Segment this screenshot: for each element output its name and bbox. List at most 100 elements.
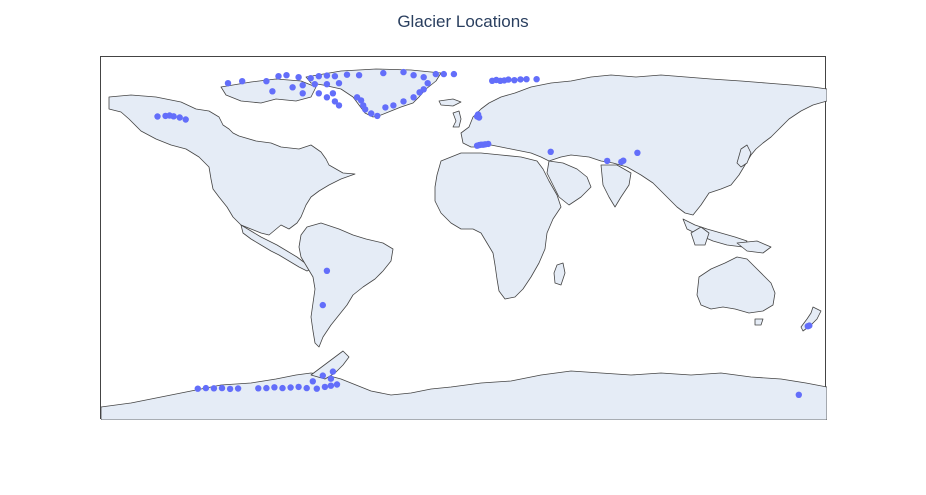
glacier-marker[interactable]	[333, 381, 341, 388]
glacier-marker[interactable]	[309, 378, 316, 385]
glacier-marker[interactable]	[313, 385, 320, 392]
glacier-marker[interactable]	[194, 385, 201, 392]
land-south-america	[298, 222, 394, 348]
glacier-marker[interactable]	[335, 80, 343, 87]
glacier-marker[interactable]	[440, 70, 447, 78]
glacier-markers	[154, 68, 813, 398]
glacier-marker[interactable]	[343, 71, 351, 78]
map-canvas[interactable]	[101, 57, 827, 420]
glacier-marker[interactable]	[362, 106, 369, 113]
glacier-marker[interactable]	[604, 157, 611, 165]
glacier-marker[interactable]	[295, 383, 302, 391]
glacier-marker[interactable]	[255, 385, 262, 392]
land-australia	[696, 256, 776, 314]
glacier-marker[interactable]	[368, 110, 375, 117]
land-borneo	[690, 226, 710, 246]
glacier-marker[interactable]	[533, 76, 540, 83]
glacier-marker[interactable]	[263, 384, 270, 392]
glacier-marker[interactable]	[323, 267, 331, 274]
glacier-marker[interactable]	[299, 90, 306, 97]
glacier-marker[interactable]	[279, 384, 286, 392]
glacier-marker[interactable]	[295, 74, 302, 81]
glacier-marker[interactable]	[400, 98, 407, 105]
glacier-marker[interactable]	[289, 84, 296, 91]
glacier-marker[interactable]	[269, 88, 276, 95]
glacier-marker[interactable]	[319, 301, 326, 309]
glacier-marker[interactable]	[176, 114, 183, 121]
glacier-marker[interactable]	[210, 385, 218, 392]
glacier-marker[interactable]	[410, 94, 417, 101]
glacier-marker[interactable]	[475, 114, 483, 121]
glacier-marker[interactable]	[331, 98, 339, 105]
glacier-marker[interactable]	[806, 322, 813, 329]
glacier-marker[interactable]	[319, 372, 326, 379]
glacier-marker[interactable]	[283, 72, 290, 79]
glacier-marker[interactable]	[154, 113, 161, 120]
world-map[interactable]	[100, 56, 827, 420]
glacier-marker[interactable]	[420, 86, 427, 93]
glacier-marker[interactable]	[170, 113, 177, 120]
glacier-marker[interactable]	[634, 149, 641, 156]
glacier-marker[interactable]	[355, 72, 363, 79]
land-japan	[736, 144, 752, 168]
land-iceland	[438, 98, 462, 107]
glacier-marker[interactable]	[331, 73, 339, 80]
map-title: Glacier Locations	[397, 12, 529, 31]
glacier-marker[interactable]	[234, 385, 242, 392]
glacier-marker[interactable]	[315, 90, 322, 97]
glacier-marker[interactable]	[315, 73, 322, 80]
land-new-guinea	[736, 240, 772, 254]
land-north-america	[108, 94, 356, 236]
glacier-marker[interactable]	[410, 72, 417, 79]
glacier-marker[interactable]	[400, 68, 407, 76]
glacier-marker[interactable]	[275, 73, 282, 80]
glacier-marker[interactable]	[323, 81, 331, 88]
landmasses	[101, 68, 827, 420]
glacier-marker[interactable]	[620, 157, 627, 164]
glacier-marker[interactable]	[307, 75, 314, 82]
glacier-marker[interactable]	[547, 148, 554, 155]
glacier-marker[interactable]	[323, 94, 331, 101]
glacier-marker[interactable]	[182, 116, 189, 123]
land-tasmania	[754, 318, 764, 326]
glacier-marker[interactable]	[226, 385, 234, 393]
glacier-marker[interactable]	[327, 375, 335, 382]
land-antarctica	[101, 370, 827, 420]
glacier-marker[interactable]	[485, 140, 492, 148]
glacier-marker[interactable]	[311, 81, 318, 88]
glacier-marker[interactable]	[517, 76, 524, 83]
glacier-marker[interactable]	[523, 76, 530, 83]
glacier-marker[interactable]	[263, 78, 270, 85]
glacier-marker[interactable]	[323, 72, 331, 79]
glacier-marker[interactable]	[303, 384, 310, 392]
glacier-marker[interactable]	[224, 80, 232, 87]
glacier-marker[interactable]	[380, 69, 387, 77]
land-arabia	[546, 160, 592, 206]
land-eurasia	[460, 74, 827, 216]
glacier-marker[interactable]	[335, 102, 343, 109]
glacier-marker[interactable]	[424, 80, 431, 87]
glacier-marker[interactable]	[329, 368, 337, 375]
glacier-marker[interactable]	[327, 382, 335, 389]
glacier-marker[interactable]	[795, 391, 802, 398]
glacier-marker[interactable]	[374, 112, 381, 120]
glacier-marker[interactable]	[218, 384, 226, 392]
glacier-marker[interactable]	[505, 76, 512, 83]
glacier-marker[interactable]	[299, 82, 306, 89]
glacier-marker[interactable]	[420, 74, 427, 81]
glacier-marker[interactable]	[321, 383, 329, 391]
glacier-marker[interactable]	[390, 102, 397, 109]
glacier-marker[interactable]	[271, 384, 278, 391]
land-africa	[434, 152, 562, 300]
glacier-marker[interactable]	[450, 70, 458, 78]
glacier-marker[interactable]	[329, 90, 337, 97]
glacier-marker[interactable]	[511, 77, 518, 84]
glacier-marker[interactable]	[287, 384, 294, 391]
land-great-britain	[452, 110, 462, 128]
glacier-marker[interactable]	[202, 384, 210, 392]
glacier-marker[interactable]	[382, 104, 389, 111]
glacier-marker[interactable]	[239, 78, 246, 85]
glacier-marker[interactable]	[432, 70, 439, 78]
land-india	[600, 164, 632, 208]
glacier-marker[interactable]	[357, 97, 365, 104]
